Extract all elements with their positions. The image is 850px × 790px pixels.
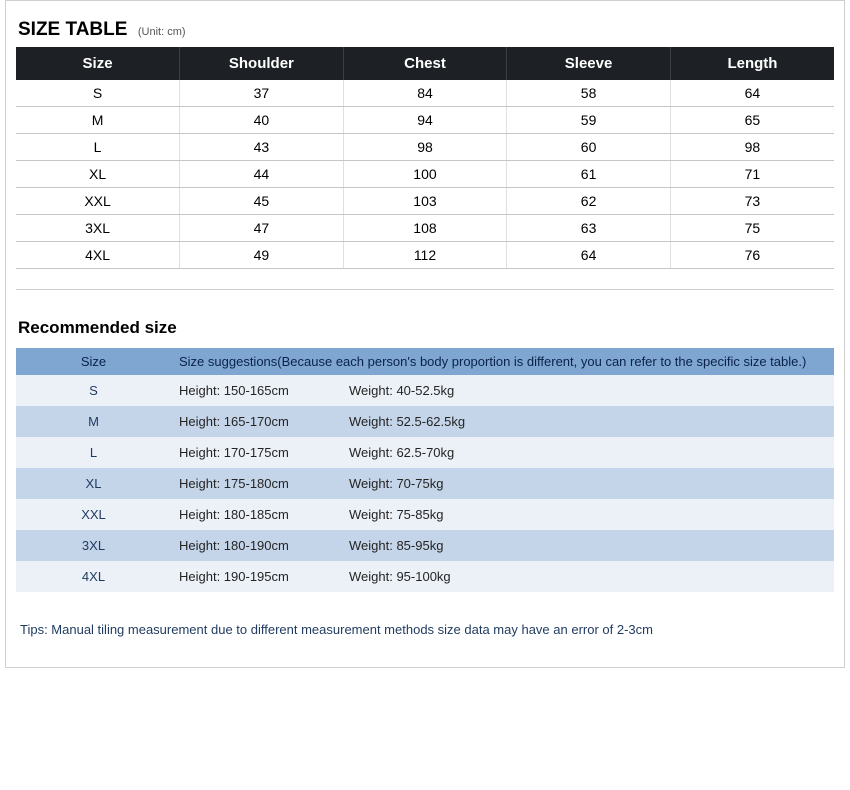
rec-height: Height: 150-165cm: [179, 383, 349, 398]
rec-size-cell: 4XL: [16, 561, 171, 592]
table-cell: 60: [507, 134, 671, 161]
recommended-row: SHeight: 150-165cmWeight: 40-52.5kg: [16, 375, 834, 406]
rec-detail-cell: Height: 150-165cmWeight: 40-52.5kg: [171, 375, 834, 406]
recommended-row: MHeight: 165-170cmWeight: 52.5-62.5kg: [16, 406, 834, 437]
table-row: 3XL471086375: [16, 215, 834, 242]
table-row: M40945965: [16, 107, 834, 134]
col-size: Size: [16, 47, 180, 80]
table-cell: L: [16, 134, 180, 161]
rec-header-suggestion: Size suggestions(Because each person's b…: [171, 348, 834, 375]
rec-height: Height: 170-175cm: [179, 445, 349, 460]
size-table-header-row: Size Shoulder Chest Sleeve Length: [16, 47, 834, 80]
table-cell: 65: [670, 107, 834, 134]
rec-weight: Weight: 75-85kg: [349, 507, 443, 522]
page-title: SIZE TABLE: [18, 19, 127, 41]
rec-weight: Weight: 40-52.5kg: [349, 383, 454, 398]
table-cell: 43: [180, 134, 344, 161]
rec-header-size: Size: [16, 348, 171, 375]
rec-detail-cell: Height: 180-185cmWeight: 75-85kg: [171, 499, 834, 530]
size-table: Size Shoulder Chest Sleeve Length S37845…: [16, 47, 834, 269]
rec-size-cell: XL: [16, 468, 171, 499]
table-cell: 84: [343, 80, 507, 107]
tips-text: Tips: Manual tiling measurement due to d…: [16, 592, 834, 647]
table-cell: XL: [16, 161, 180, 188]
recommended-row: LHeight: 170-175cmWeight: 62.5-70kg: [16, 437, 834, 468]
table-cell: 44: [180, 161, 344, 188]
col-shoulder: Shoulder: [180, 47, 344, 80]
recommended-row: XXLHeight: 180-185cmWeight: 75-85kg: [16, 499, 834, 530]
recommended-table: Size Size suggestions(Because each perso…: [16, 348, 834, 592]
table-cell: 58: [507, 80, 671, 107]
table-cell: 49: [180, 242, 344, 269]
table-cell: 62: [507, 188, 671, 215]
rec-detail-cell: Height: 180-190cmWeight: 85-95kg: [171, 530, 834, 561]
rec-height: Height: 180-185cm: [179, 507, 349, 522]
table-row: XXL451036273: [16, 188, 834, 215]
rec-weight: Weight: 95-100kg: [349, 569, 451, 584]
recommended-header-row: Size Size suggestions(Because each perso…: [16, 348, 834, 375]
rec-weight: Weight: 52.5-62.5kg: [349, 414, 465, 429]
recommended-table-body: SHeight: 150-165cmWeight: 40-52.5kgMHeig…: [16, 375, 834, 592]
rec-size-cell: XXL: [16, 499, 171, 530]
size-table-body: S37845864M40945965L43986098XL441006171XX…: [16, 80, 834, 269]
rec-weight: Weight: 70-75kg: [349, 476, 443, 491]
table-cell: 3XL: [16, 215, 180, 242]
size-chart-container: SIZE TABLE (Unit: cm) Size Shoulder Ches…: [5, 0, 845, 668]
col-sleeve: Sleeve: [507, 47, 671, 80]
table-cell: 45: [180, 188, 344, 215]
table-cell: 4XL: [16, 242, 180, 269]
rec-height: Height: 165-170cm: [179, 414, 349, 429]
table-row: S37845864: [16, 80, 834, 107]
title-block: SIZE TABLE (Unit: cm): [16, 11, 834, 47]
rec-size-cell: L: [16, 437, 171, 468]
rec-height: Height: 190-195cm: [179, 569, 349, 584]
rec-height: Height: 175-180cm: [179, 476, 349, 491]
table-cell: 47: [180, 215, 344, 242]
col-chest: Chest: [343, 47, 507, 80]
recommended-row: 3XLHeight: 180-190cmWeight: 85-95kg: [16, 530, 834, 561]
recommended-row: 4XLHeight: 190-195cmWeight: 95-100kg: [16, 561, 834, 592]
table-cell: 103: [343, 188, 507, 215]
col-length: Length: [670, 47, 834, 80]
rec-detail-cell: Height: 170-175cmWeight: 62.5-70kg: [171, 437, 834, 468]
rec-size-cell: S: [16, 375, 171, 406]
table-row: 4XL491126476: [16, 242, 834, 269]
recommended-row: XLHeight: 175-180cmWeight: 70-75kg: [16, 468, 834, 499]
table-cell: 108: [343, 215, 507, 242]
table-row: XL441006171: [16, 161, 834, 188]
rec-detail-cell: Height: 190-195cmWeight: 95-100kg: [171, 561, 834, 592]
table-cell: 100: [343, 161, 507, 188]
table-cell: 76: [670, 242, 834, 269]
table-cell: XXL: [16, 188, 180, 215]
rec-size-cell: M: [16, 406, 171, 437]
table-cell: 71: [670, 161, 834, 188]
table-cell: 73: [670, 188, 834, 215]
rec-size-cell: 3XL: [16, 530, 171, 561]
table-cell: 64: [507, 242, 671, 269]
rec-weight: Weight: 85-95kg: [349, 538, 443, 553]
rec-height: Height: 180-190cm: [179, 538, 349, 553]
table-row: L43986098: [16, 134, 834, 161]
table-cell: 63: [507, 215, 671, 242]
table-cell: 94: [343, 107, 507, 134]
table-cell: 64: [670, 80, 834, 107]
table-cell: 75: [670, 215, 834, 242]
table-cell: 37: [180, 80, 344, 107]
rec-weight: Weight: 62.5-70kg: [349, 445, 454, 460]
recommended-title: Recommended size: [16, 289, 834, 348]
rec-detail-cell: Height: 165-170cmWeight: 52.5-62.5kg: [171, 406, 834, 437]
table-cell: 40: [180, 107, 344, 134]
table-cell: 59: [507, 107, 671, 134]
table-cell: 112: [343, 242, 507, 269]
table-cell: 98: [343, 134, 507, 161]
rec-detail-cell: Height: 175-180cmWeight: 70-75kg: [171, 468, 834, 499]
table-cell: 61: [507, 161, 671, 188]
table-cell: 98: [670, 134, 834, 161]
table-cell: S: [16, 80, 180, 107]
table-cell: M: [16, 107, 180, 134]
unit-label: (Unit: cm): [138, 26, 186, 38]
